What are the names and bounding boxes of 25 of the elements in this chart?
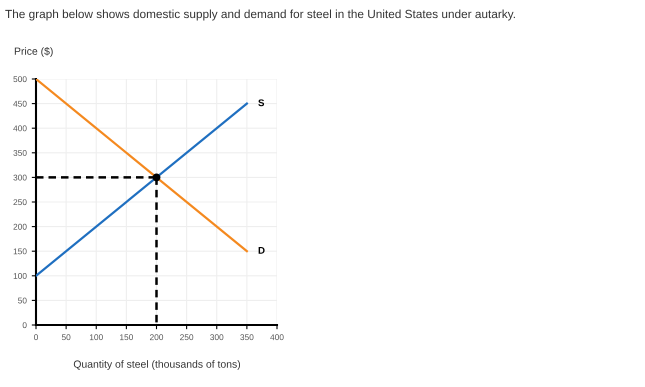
y-tick-label: 450	[13, 100, 27, 107]
y-tick-label: 0	[22, 322, 27, 328]
y-tick-label: 150	[14, 248, 27, 254]
x-tick-label: 200	[150, 334, 164, 340]
series-label: D	[258, 247, 265, 254]
x-tick-label: 400	[270, 334, 284, 340]
x-axis-title: Quantity of steel (thousands of tons)	[74, 360, 240, 370]
x-tick-label: 300	[210, 334, 224, 340]
x-tick-label: 50	[62, 334, 70, 340]
x-tick-label: 0	[34, 334, 38, 340]
x-tick-label: 150	[120, 334, 133, 340]
x-tick-label: 100	[90, 334, 103, 340]
y-tick-label: 300	[13, 174, 27, 180]
y-tick-label: 50	[18, 298, 27, 304]
y-tick-label: 400	[13, 125, 27, 132]
y-tick-label: 200	[13, 224, 27, 230]
x-tick-label: 350	[240, 334, 254, 340]
y-tick-label: 250	[13, 199, 27, 206]
series-label: S	[258, 99, 264, 106]
chart-title: The graph below shows domestic supply and demand for steel in the United States under autarky.	[5, 10, 515, 20]
y-tick-label: 100	[14, 273, 27, 279]
y-axis-title: Price ($)	[14, 47, 53, 57]
y-tick-label: 500	[13, 76, 27, 82]
y-tick-label: 350	[13, 150, 27, 156]
x-tick-label: 250	[180, 334, 194, 340]
